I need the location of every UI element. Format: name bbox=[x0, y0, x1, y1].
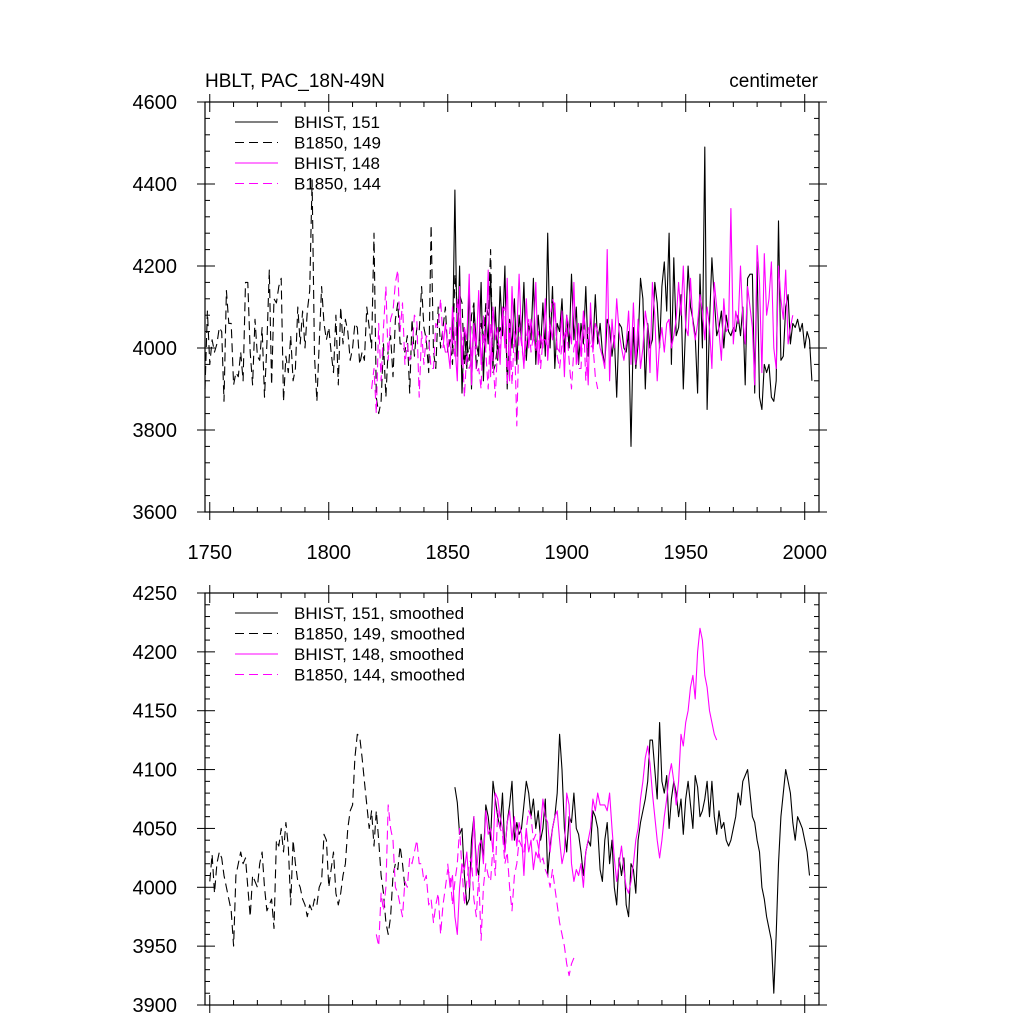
y-tick-label: 4000 bbox=[133, 877, 178, 899]
x-tick-label: 1950 bbox=[663, 542, 708, 564]
y-tick-label: 4050 bbox=[133, 818, 178, 840]
y-tick-label: 3800 bbox=[133, 420, 178, 442]
series-line-2 bbox=[209, 733, 406, 947]
top-panel-title: HBLT, PAC_18N-49N bbox=[205, 71, 385, 92]
legend-label: BHIST, 148 bbox=[294, 154, 380, 173]
y-tick-label: 4600 bbox=[133, 92, 178, 114]
y-tick-label: 4100 bbox=[133, 760, 178, 782]
series-line-4 bbox=[375, 804, 575, 977]
x-tick-label: 1750 bbox=[188, 542, 233, 564]
y-tick-label: 3900 bbox=[133, 995, 178, 1017]
x-tick-label: 2000 bbox=[782, 542, 827, 564]
legend-label: B1850, 144 bbox=[294, 175, 381, 194]
series-line-3 bbox=[447, 627, 718, 935]
y-tick-label: 4200 bbox=[133, 642, 178, 664]
top-panel: HBLT, PAC_18N-49N centimeter 1750 1800 185… bbox=[133, 71, 827, 564]
legend-label: BHIST, 148, smoothed bbox=[294, 645, 464, 664]
y-tick-label: 3950 bbox=[133, 936, 178, 958]
top-panel-units: centimeter bbox=[729, 71, 818, 92]
series-line-1 bbox=[451, 146, 813, 447]
bottom-plot-area: 3900 3950 4000 4050 4100 4150 4200 4250 BHIST, 1… bbox=[133, 583, 827, 1017]
y-tick-label: 4400 bbox=[133, 174, 178, 196]
y-tick-label: 4200 bbox=[133, 256, 178, 278]
legend-label: BHIST, 151, smoothed bbox=[294, 604, 464, 623]
legend-label: B1850, 149, smoothed bbox=[294, 625, 465, 644]
legend-label: BHIST, 151 bbox=[294, 113, 380, 132]
x-tick-label: 1900 bbox=[544, 542, 589, 564]
y-tick-label: 4250 bbox=[133, 583, 178, 605]
x-tick-label: 1850 bbox=[425, 542, 470, 564]
bottom-panel: 3900 3950 4000 4050 4100 4150 4200 4250 BHIST, 1… bbox=[133, 583, 827, 1017]
x-tick-label: 1800 bbox=[307, 542, 352, 564]
y-tick-label: 3600 bbox=[133, 502, 178, 524]
series-line-2 bbox=[204, 179, 504, 415]
y-tick-label: 4000 bbox=[133, 338, 178, 360]
plot-frame bbox=[204, 592, 820, 1006]
y-tick-label: 4150 bbox=[133, 701, 178, 723]
series-line-1 bbox=[454, 721, 811, 994]
plot-frame bbox=[204, 101, 820, 513]
legend-label: B1850, 149 bbox=[294, 134, 381, 153]
legend-label: B1850, 144, smoothed bbox=[294, 666, 465, 685]
series-line-4 bbox=[371, 269, 599, 427]
legend: BHIST, 151, smoothed B1850, 149, smoothed… bbox=[235, 604, 465, 685]
top-plot-area: 1750 1800 1850 1900 1950 2000 3600 3800 4000 4200… bbox=[133, 92, 827, 564]
